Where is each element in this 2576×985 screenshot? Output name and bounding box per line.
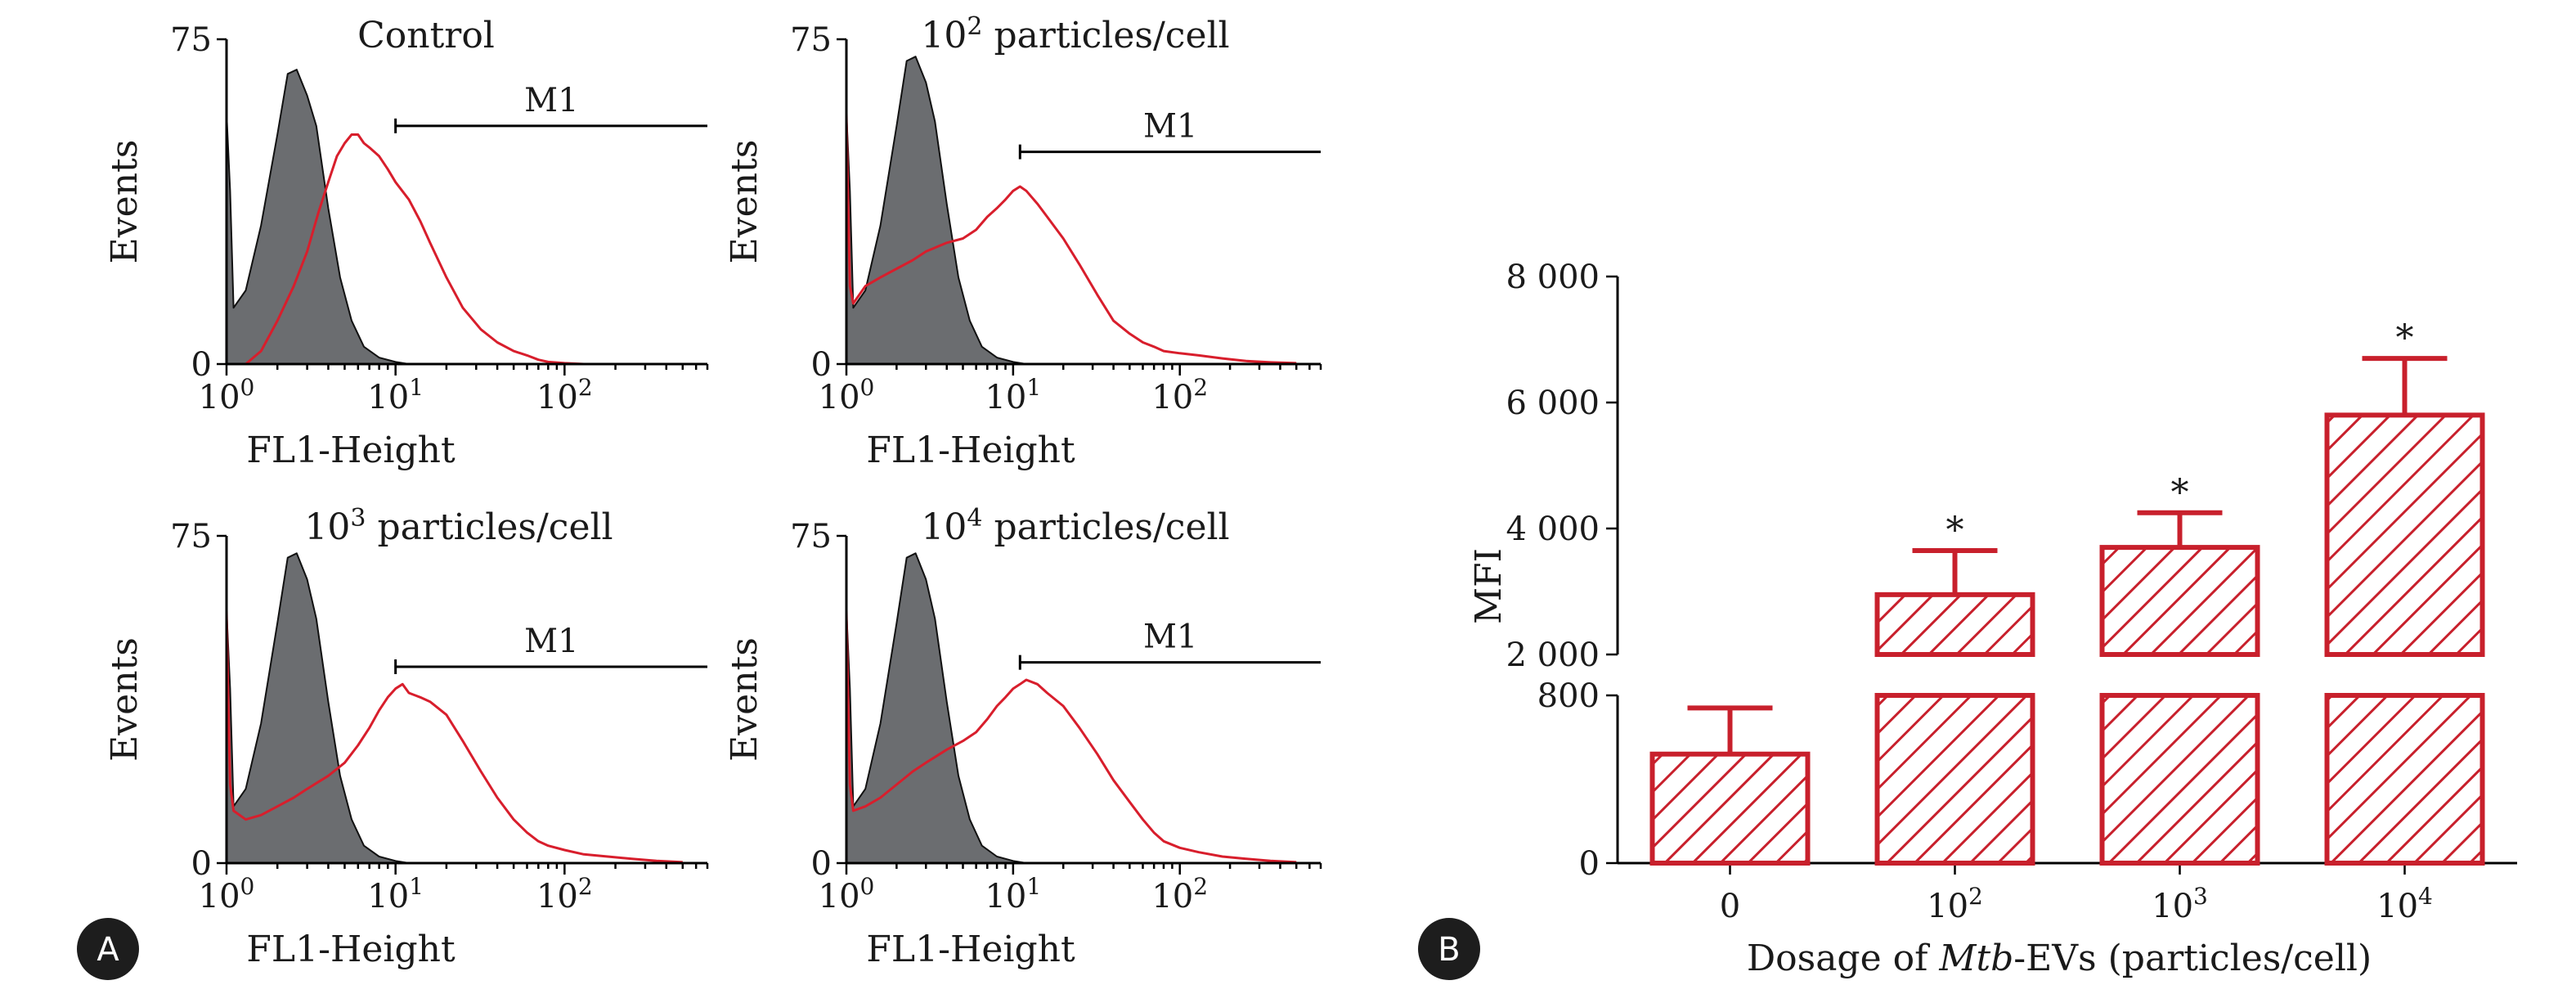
y-axis-label: Events <box>724 637 765 762</box>
treated-histogram-line <box>225 609 683 864</box>
y-tick-label: 75 <box>170 518 212 555</box>
x-tick-label: 0 <box>1720 888 1740 925</box>
histogram-1: 0 75 100 101 102 M1 Control FL1-Height Events <box>104 15 709 471</box>
panel-a-badge-label: A <box>96 931 119 969</box>
treated-histogram-line <box>845 112 1297 365</box>
x-tick-label: 102 <box>1151 873 1208 915</box>
x-axis-label: FL1-Height <box>866 430 1075 471</box>
y-tick-label: 8 000 <box>1506 259 1600 296</box>
x-axis-label: FL1-Height <box>866 929 1075 970</box>
treated-histogram-line <box>845 609 1297 864</box>
x-tick-label: 102 <box>536 873 593 915</box>
x-tick-label: 102 <box>1151 374 1208 416</box>
y-tick-label: 75 <box>790 21 832 59</box>
bar-break-gap <box>2322 657 2488 693</box>
bar-break-gap <box>2097 657 2263 693</box>
m1-gate-label: M1 <box>524 623 578 660</box>
x-tick-label: 101 <box>367 873 424 915</box>
y-axis-label: Events <box>724 140 765 264</box>
histogram-4: 0 75 100 101 102 M1 104 particles/cell FL1-Heig… <box>724 504 1322 970</box>
bar-break-gap <box>1872 657 2038 693</box>
m1-gate-label: M1 <box>1143 618 1197 656</box>
bar <box>1649 751 1811 866</box>
bar-lower-part <box>2099 693 2260 866</box>
x-tick-label: 100 <box>819 374 875 416</box>
y-tick-label: 0 <box>1579 845 1600 883</box>
x-tick-label: 103 <box>2152 883 2208 925</box>
y-tick-label: 0 <box>811 346 832 384</box>
histogram-3: 0 75 100 101 102 M1 103 particles/cell FL1-Heig… <box>104 504 709 970</box>
y-tick-label: 6 000 <box>1506 385 1600 422</box>
bar-upper-part <box>2099 545 2260 657</box>
x-axis-label: Dosage of Mtb-EVs (particles/cell) <box>1747 938 2372 979</box>
m1-gate-label: M1 <box>1143 108 1197 146</box>
x-tick-label: 101 <box>367 374 424 416</box>
histogram-2: 0 75 100 101 102 M1 102 particles/cell FL1-Heig… <box>724 12 1322 471</box>
x-tick-label: 100 <box>819 873 875 915</box>
control-histogram-area <box>846 552 1027 864</box>
y-tick-label: 0 <box>811 845 832 883</box>
y-tick-label: 800 <box>1537 677 1600 715</box>
histogram-title: 102 particles/cell <box>921 12 1229 56</box>
significance-marker: * <box>2171 472 2189 514</box>
y-axis-label: MFI <box>1468 548 1510 624</box>
histogram-title: 104 particles/cell <box>921 504 1229 548</box>
x-axis-label: FL1-Height <box>246 430 456 471</box>
y-tick-label: 0 <box>191 845 212 883</box>
bar-lower-part <box>2324 693 2485 866</box>
panel-a-histograms: 0 75 100 101 102 M1 Control FL1-Height Events 0 75… <box>104 12 1322 970</box>
histogram-title: Control <box>357 15 495 56</box>
m1-gate-label: M1 <box>524 82 578 119</box>
x-tick-label: 100 <box>199 374 255 416</box>
bar-lower-part <box>1874 693 2035 866</box>
x-tick-label: 104 <box>2376 883 2433 925</box>
y-axis-label: Events <box>104 637 146 762</box>
y-axis-label: Events <box>104 140 146 264</box>
x-tick-label: 101 <box>985 374 1041 416</box>
panel-b-badge-label: B <box>1438 931 1460 969</box>
x-tick-label: 100 <box>199 873 255 915</box>
x-axis-label: FL1-Height <box>246 929 456 970</box>
treated-histogram-line <box>245 133 584 366</box>
bar-upper-part <box>1874 591 2035 657</box>
bar-upper-part <box>2324 412 2485 657</box>
y-tick-label: 0 <box>191 346 212 384</box>
significance-marker: * <box>1946 510 1964 551</box>
histogram-title: 103 particles/cell <box>304 504 613 548</box>
significance-marker: * <box>2396 317 2414 359</box>
x-tick-label: 102 <box>536 374 593 416</box>
y-tick-label: 75 <box>170 21 212 59</box>
x-tick-label: 102 <box>1927 883 1983 925</box>
panel-b-badge: B <box>1418 918 1480 980</box>
y-tick-label: 75 <box>790 518 832 555</box>
y-tick-label: 4 000 <box>1506 510 1600 548</box>
control-histogram-area <box>846 56 1027 365</box>
x-tick-label: 101 <box>985 873 1041 915</box>
panel-a-badge: A <box>77 918 139 980</box>
y-tick-label: 2 000 <box>1506 636 1600 674</box>
